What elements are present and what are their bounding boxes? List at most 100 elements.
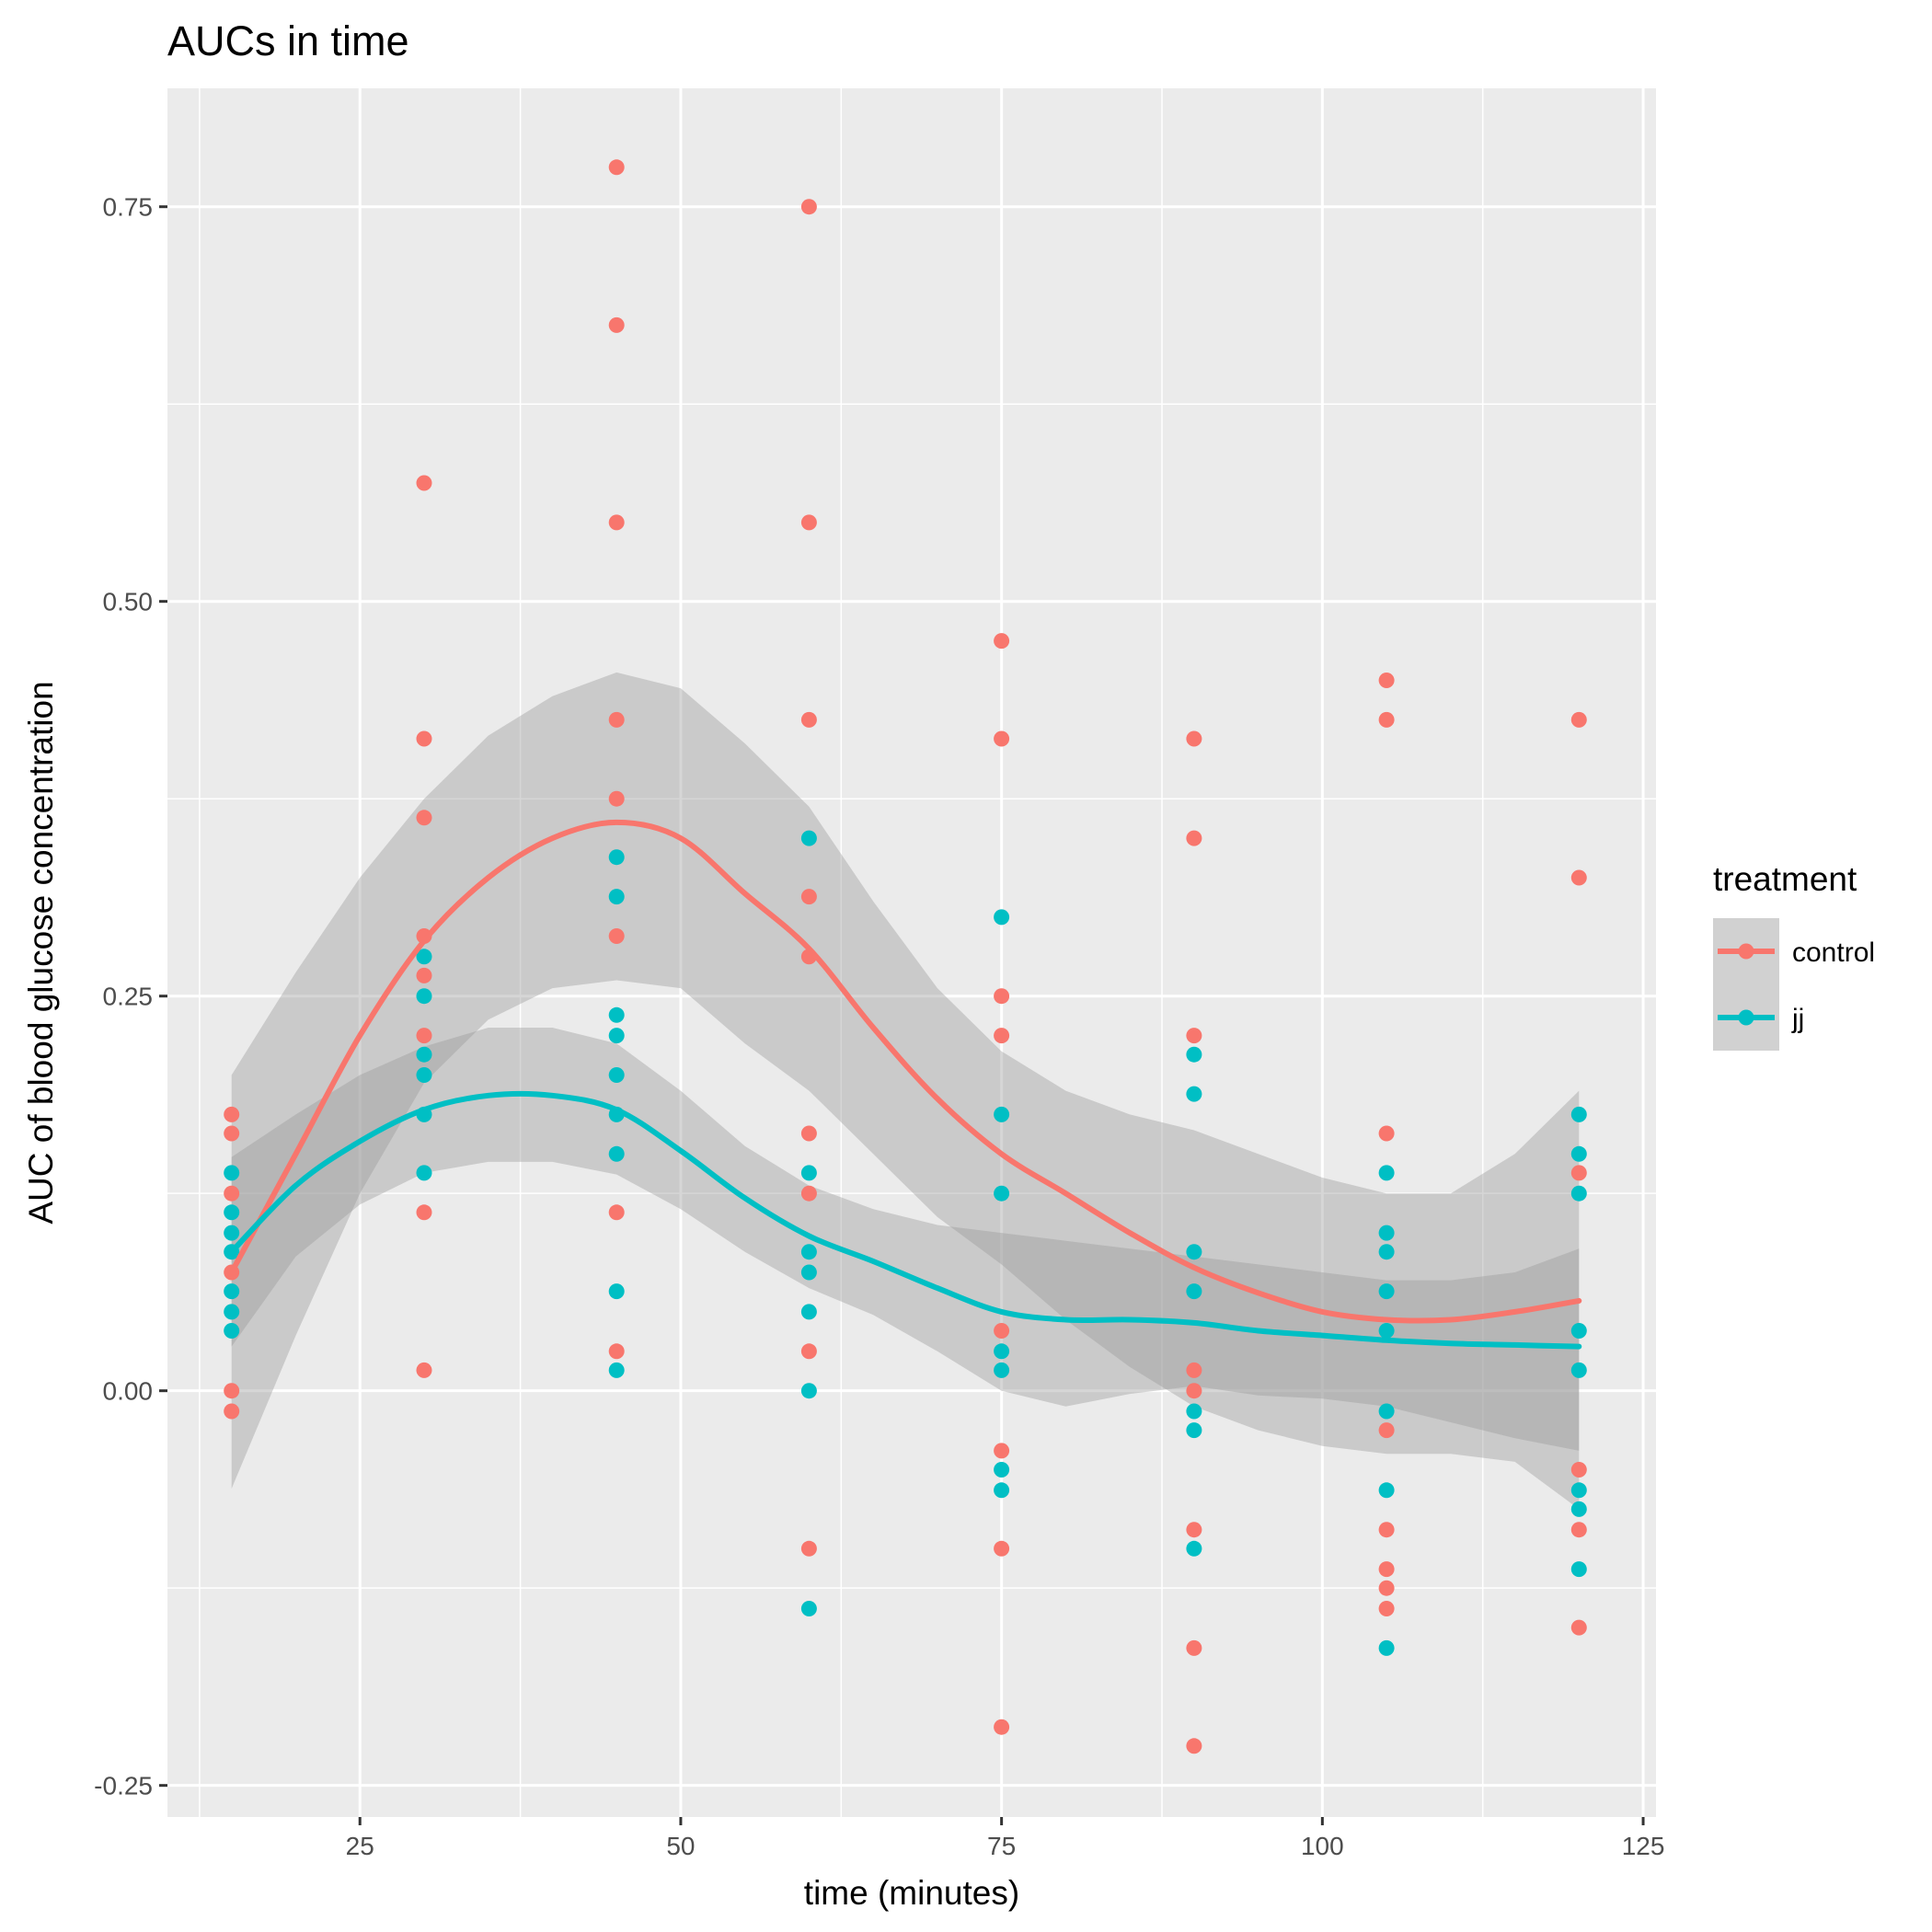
point-jj xyxy=(1570,1323,1587,1339)
point-control xyxy=(1186,1028,1202,1044)
point-jj xyxy=(1378,1323,1395,1339)
point-control xyxy=(1186,830,1202,846)
point-control xyxy=(1570,869,1587,886)
point-control xyxy=(1186,730,1202,747)
point-control xyxy=(1570,1462,1587,1478)
legend-label-control: control xyxy=(1792,937,1875,968)
point-jj xyxy=(1186,1422,1202,1439)
point-control xyxy=(1378,711,1395,728)
point-control xyxy=(800,711,817,728)
point-jj xyxy=(416,949,432,965)
grid-minor xyxy=(167,88,1656,1817)
point-control xyxy=(800,1125,817,1142)
point-control xyxy=(608,711,625,728)
point-jj xyxy=(800,1244,817,1260)
point-jj xyxy=(1186,1046,1202,1063)
point-jj xyxy=(1570,1145,1587,1162)
point-jj xyxy=(416,1046,432,1063)
point-jj xyxy=(608,1283,625,1300)
point-jj xyxy=(1378,1482,1395,1499)
point-control xyxy=(994,1540,1010,1557)
point-jj xyxy=(800,1304,817,1320)
point-control xyxy=(1378,673,1395,688)
point-control xyxy=(416,967,432,983)
point-control xyxy=(994,730,1010,747)
point-jj xyxy=(608,1145,625,1162)
point-control xyxy=(1570,1165,1587,1181)
point-control xyxy=(994,988,1010,1005)
point-jj xyxy=(608,889,625,905)
point-jj xyxy=(800,1383,817,1399)
legend-key-point-jj xyxy=(1738,1009,1754,1026)
point-control xyxy=(1570,711,1587,728)
point-control xyxy=(1186,1639,1202,1656)
point-jj xyxy=(800,1165,817,1181)
point-jj xyxy=(416,1067,432,1083)
point-jj xyxy=(1570,1482,1587,1499)
point-control xyxy=(224,1185,240,1202)
point-control xyxy=(416,730,432,747)
point-control xyxy=(994,1028,1010,1044)
point-control xyxy=(608,790,625,807)
point-jj xyxy=(994,1185,1010,1202)
point-jj xyxy=(1378,1403,1395,1420)
point-control xyxy=(1378,1522,1395,1538)
point-control xyxy=(1378,1422,1395,1439)
ribbon-control xyxy=(231,672,1580,1510)
point-jj xyxy=(224,1323,240,1339)
point-control xyxy=(800,1185,817,1202)
point-control xyxy=(994,633,1010,650)
point-jj xyxy=(608,1067,625,1083)
x-tick-label: 100 xyxy=(1301,1832,1344,1860)
point-jj xyxy=(994,909,1010,926)
point-control xyxy=(994,1443,1010,1459)
point-control xyxy=(1378,1561,1395,1578)
point-control xyxy=(800,1540,817,1557)
y-axis-title: AUC of blood glucose concentration xyxy=(22,681,60,1224)
point-control xyxy=(1378,1580,1395,1596)
point-jj xyxy=(800,1601,817,1616)
x-tick-label: 50 xyxy=(666,1832,695,1860)
point-jj xyxy=(1570,1561,1587,1578)
point-jj xyxy=(1378,1639,1395,1656)
point-jj xyxy=(994,1482,1010,1499)
point-jj xyxy=(224,1304,240,1320)
legend: treatment control jj xyxy=(1713,860,1875,1051)
point-control xyxy=(800,889,817,905)
point-jj xyxy=(1186,1086,1202,1102)
point-control xyxy=(224,1403,240,1420)
point-control xyxy=(608,1204,625,1221)
point-control xyxy=(1570,1522,1587,1538)
point-jj xyxy=(994,1362,1010,1378)
point-control xyxy=(608,928,625,944)
point-jj xyxy=(608,1362,625,1378)
point-control xyxy=(1570,1619,1587,1636)
point-jj xyxy=(416,988,432,1005)
y-axis: -0.25 0.00 0.25 0.50 0.75 xyxy=(94,193,167,1800)
point-control xyxy=(608,316,625,333)
point-jj xyxy=(1186,1403,1202,1420)
smooth-line-jj xyxy=(228,1090,1582,1350)
point-jj xyxy=(608,849,625,866)
point-control xyxy=(224,1106,240,1122)
point-control xyxy=(608,159,625,176)
y-tick-label: -0.25 xyxy=(94,1772,153,1800)
legend-label-jj: jj xyxy=(1791,1004,1804,1034)
point-control xyxy=(224,1383,240,1399)
point-jj xyxy=(224,1283,240,1300)
point-control xyxy=(608,514,625,531)
point-control xyxy=(994,1719,1010,1735)
point-jj xyxy=(994,1462,1010,1478)
point-control xyxy=(1186,1738,1202,1754)
point-control xyxy=(608,1343,625,1360)
point-jj xyxy=(1186,1244,1202,1260)
point-jj xyxy=(1378,1244,1395,1260)
x-axis-title: time (minutes) xyxy=(804,1874,1019,1912)
point-control xyxy=(1378,1601,1395,1616)
confidence-ribbons xyxy=(231,672,1580,1510)
point-jj xyxy=(1378,1283,1395,1300)
x-axis: 25 50 75 100 125 xyxy=(346,1817,1664,1860)
x-tick-label: 25 xyxy=(346,1832,374,1860)
point-control xyxy=(994,1323,1010,1339)
